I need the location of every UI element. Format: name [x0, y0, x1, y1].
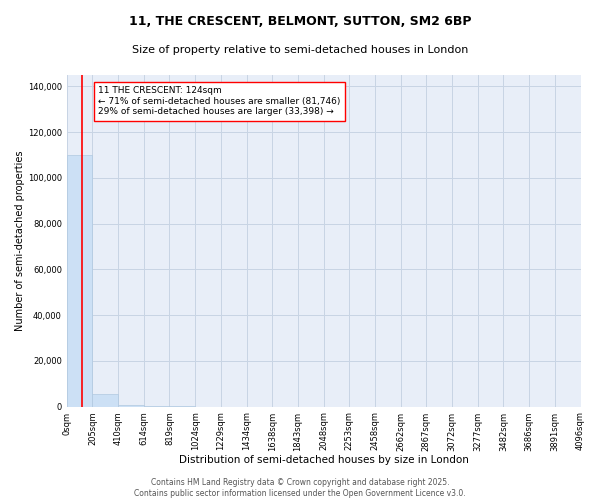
- X-axis label: Distribution of semi-detached houses by size in London: Distribution of semi-detached houses by …: [179, 455, 469, 465]
- Bar: [67, 155, 92, 406]
- Text: 11, THE CRESCENT, BELMONT, SUTTON, SM2 6BP: 11, THE CRESCENT, BELMONT, SUTTON, SM2 6…: [129, 15, 471, 28]
- Text: Size of property relative to semi-detached houses in London: Size of property relative to semi-detach…: [132, 45, 468, 55]
- Y-axis label: Number of semi-detached properties: Number of semi-detached properties: [15, 150, 25, 331]
- Text: Contains HM Land Registry data © Crown copyright and database right 2025.
Contai: Contains HM Land Registry data © Crown c…: [134, 478, 466, 498]
- Bar: [118, 405, 144, 406]
- Bar: [92, 394, 118, 406]
- Text: 11 THE CRESCENT: 124sqm
← 71% of semi-detached houses are smaller (81,746)
29% o: 11 THE CRESCENT: 124sqm ← 71% of semi-de…: [98, 86, 340, 116]
